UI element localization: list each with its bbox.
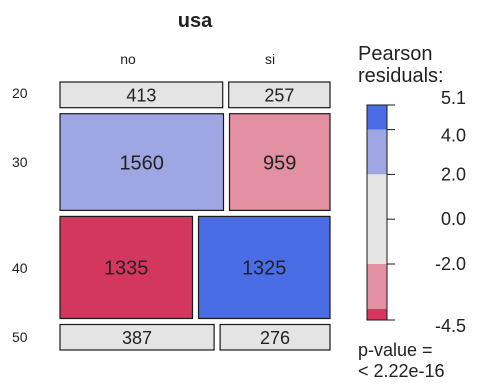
legend-tick-label: 5.1 [441,88,466,108]
row-label-40: 40 [12,260,28,276]
legend-band [367,264,387,309]
mosaic-cell-40-no [59,215,194,320]
legend-bar-frame [366,104,388,321]
column-label-no: no [120,51,136,67]
cell-value-20-no: 413 [126,85,156,105]
legend-band [367,105,387,130]
cell-value-40-no: 1335 [104,258,149,280]
p-value-line2: < 2.22e-16 [358,361,445,381]
mosaic-cell-30-si [228,113,331,211]
row-label-50: 50 [12,329,28,345]
legend-tick-label: 2.0 [441,164,466,184]
legend-band [367,174,387,264]
cell-value-50-si: 276 [260,328,290,348]
legend-tick-label: 4.0 [441,126,466,146]
legend-title-line2: residuals: [358,65,444,87]
cell-value-20-si: 257 [264,85,294,105]
row-label-20: 20 [12,85,28,101]
legend-tick-label: 0.0 [441,209,466,229]
row-label-30: 30 [12,154,28,170]
mosaic-cell-20-no [59,81,224,109]
mosaic-cell-20-si [228,81,331,109]
p-value-line1: p-value = [358,340,433,360]
mosaic-cell-30-no [59,113,225,211]
mosaic-cell-50-no [59,323,215,351]
mosaic-cell-40-si [197,215,331,320]
cell-value-30-si: 959 [263,152,296,174]
column-label-si: si [265,51,275,67]
chart-title: usa [178,10,213,32]
cell-value-50-no: 387 [122,328,152,348]
cell-value-30-no: 1560 [119,152,164,174]
legend-band [367,129,387,175]
legend-tick-label: -2.0 [435,254,466,274]
mosaic-cell-50-si [219,323,331,351]
legend-tick-label: -4.5 [435,316,466,336]
cell-value-40-si: 1325 [242,258,287,280]
legend-title-line1: Pearson [358,43,433,65]
legend-band [367,308,387,320]
